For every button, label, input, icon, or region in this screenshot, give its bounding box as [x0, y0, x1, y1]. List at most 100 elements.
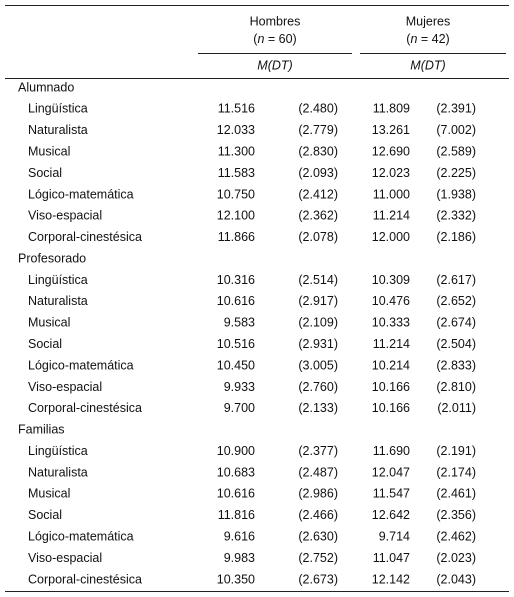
- cell: 11.000: [373, 187, 410, 201]
- row-label: Naturalista: [28, 294, 88, 308]
- cell: 12.047: [372, 465, 410, 479]
- cell: (2.833): [436, 358, 476, 372]
- cell: (2.931): [298, 337, 338, 351]
- cell: (2.779): [298, 123, 338, 137]
- cell: (2.480): [298, 102, 338, 116]
- group-n-part: (: [253, 32, 258, 46]
- cell: (2.043): [436, 572, 476, 586]
- group-n-part: n: [410, 32, 417, 46]
- group-name: Hombres: [250, 14, 301, 28]
- row-label: Lingüística: [28, 273, 88, 287]
- row-label: Musical: [28, 316, 70, 330]
- cell: (2.461): [436, 487, 476, 501]
- cell: (2.011): [437, 401, 476, 415]
- cell: (2.674): [436, 316, 476, 330]
- cell: 10.214: [372, 358, 410, 372]
- group-n-part: n: [257, 32, 264, 46]
- cell: (2.023): [436, 551, 476, 565]
- cell: 9.700: [224, 401, 255, 415]
- group-n-part: (: [406, 32, 411, 46]
- cell: (2.191): [436, 444, 476, 458]
- cell: (2.617): [436, 273, 476, 287]
- cell: 9.983: [224, 551, 255, 565]
- cell: (7.002): [436, 123, 476, 137]
- cell: (2.356): [436, 508, 476, 522]
- row-label: Social: [28, 337, 62, 351]
- cell: (2.225): [436, 166, 476, 180]
- cell: 11.866: [218, 230, 255, 244]
- cell: 11.690: [373, 444, 410, 458]
- row-label: Viso-espacial: [28, 551, 102, 565]
- row-label: Viso-espacial: [28, 209, 102, 223]
- cell: 12.033: [217, 123, 255, 137]
- group-n-part: = 60): [264, 32, 296, 46]
- cell: (2.504): [436, 337, 476, 351]
- row-label: Lingüística: [28, 102, 88, 116]
- cell: 12.100: [217, 209, 255, 223]
- cell: 9.583: [224, 316, 255, 330]
- cell: (2.652): [436, 294, 476, 308]
- cell: (2.174): [436, 465, 476, 479]
- row-label: Social: [28, 508, 62, 522]
- cell: 11.516: [218, 102, 255, 116]
- cell: 11.047: [373, 551, 410, 565]
- section-name: Profesorado: [18, 251, 86, 265]
- cell: 11.816: [218, 508, 255, 522]
- cell: 10.309: [372, 273, 410, 287]
- cell: 11.214: [373, 337, 410, 351]
- cell: (2.362): [298, 209, 338, 223]
- row-label: Corporal-cinestésica: [28, 401, 142, 415]
- cell: (2.377): [298, 444, 338, 458]
- cell: (2.752): [298, 551, 338, 565]
- cell: 13.261: [372, 123, 410, 137]
- cell: (2.810): [436, 380, 476, 394]
- cell: (2.487): [298, 465, 338, 479]
- group-n: (n = 60): [253, 32, 296, 46]
- row-label: Corporal-cinestésica: [28, 230, 142, 244]
- cell: 12.642: [372, 508, 410, 522]
- cell: 10.750: [217, 187, 255, 201]
- cell: 10.900: [217, 444, 255, 458]
- section-name: Alumnado: [18, 80, 74, 94]
- cell: (2.630): [298, 530, 338, 544]
- cell: 10.166: [372, 380, 410, 394]
- group-n-part: = 42): [417, 32, 449, 46]
- cell: 10.616: [217, 487, 255, 501]
- row-label: Naturalista: [28, 123, 88, 137]
- cell: 12.690: [372, 144, 410, 158]
- cell: 12.023: [372, 166, 410, 180]
- row-label: Musical: [28, 144, 70, 158]
- cell: 9.714: [379, 530, 410, 544]
- row-label: Corporal-cinestésica: [28, 572, 142, 586]
- row-label: Musical: [28, 487, 70, 501]
- cell: 10.350: [217, 572, 255, 586]
- cell: (2.760): [298, 380, 338, 394]
- section-name: Familias: [18, 423, 65, 437]
- cell: (2.462): [436, 530, 476, 544]
- measure-label: M(DT): [257, 58, 292, 72]
- cell: 12.000: [372, 230, 410, 244]
- cell: (2.093): [298, 166, 338, 180]
- cell: 10.616: [217, 294, 255, 308]
- cell: 12.142: [372, 572, 410, 586]
- cell: (2.830): [298, 144, 338, 158]
- cell: 11.547: [373, 487, 410, 501]
- cell: (1.938): [436, 187, 476, 201]
- row-label: Lógico-matemática: [28, 530, 134, 544]
- cell: 10.333: [372, 316, 410, 330]
- cell: (2.589): [436, 144, 476, 158]
- row-label: Lingüística: [28, 444, 88, 458]
- cell: 11.583: [218, 166, 255, 180]
- row-label: Lógico-matemática: [28, 358, 134, 372]
- measure-label: M(DT): [410, 58, 445, 72]
- cell: (2.109): [298, 316, 338, 330]
- cell: (2.391): [436, 102, 476, 116]
- cell: 10.450: [217, 358, 255, 372]
- row-label: Social: [28, 166, 62, 180]
- group-name: Mujeres: [406, 14, 450, 28]
- cell: (2.133): [298, 401, 338, 415]
- row-label: Naturalista: [28, 465, 88, 479]
- cell: (2.078): [298, 230, 338, 244]
- cell: (2.986): [298, 487, 338, 501]
